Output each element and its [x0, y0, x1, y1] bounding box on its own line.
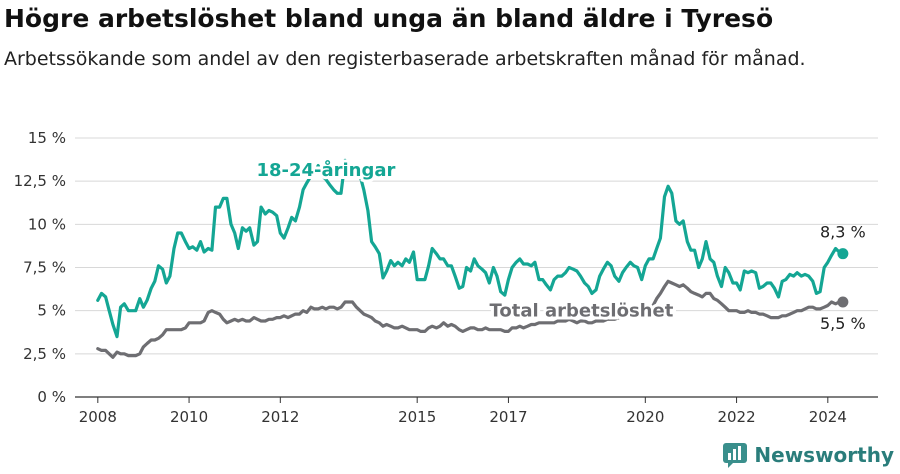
- series-label-1: Total arbetslöshet: [490, 301, 674, 322]
- series-label-0: 18-24-åringar: [256, 159, 395, 181]
- y-tick-label: 7,5 %: [23, 259, 66, 277]
- y-tick-label: 12,5 %: [14, 172, 66, 190]
- brand-logo: Newsworthy: [722, 442, 894, 468]
- y-tick-label: 2,5 %: [23, 345, 66, 363]
- x-tick-label: 2010: [170, 408, 208, 426]
- series-line-0: [96, 158, 845, 339]
- y-tick-label: 15 %: [28, 129, 66, 147]
- brand-name: Newsworthy: [754, 443, 894, 467]
- series-end-marker-0: [837, 248, 849, 260]
- chart-title: Högre arbetslöshet bland unga än bland ä…: [4, 4, 774, 33]
- newsworthy-logo-icon: [723, 443, 748, 468]
- series-end-label-0: 8,3 %: [820, 223, 866, 242]
- chart-subtitle: Arbetssökande som andel av den registerb…: [4, 48, 806, 70]
- x-tick-label: 2017: [489, 408, 527, 426]
- x-tick-label: 2020: [626, 408, 664, 426]
- x-tick-label: 2024: [809, 408, 847, 426]
- series-end-marker-1: [837, 296, 849, 308]
- x-tick-label: 2012: [261, 408, 299, 426]
- y-tick-label: 10 %: [28, 215, 66, 233]
- x-tick-label: 2015: [398, 408, 436, 426]
- series-line-1: [96, 279, 845, 359]
- x-tick-label: 2022: [717, 408, 755, 426]
- y-tick-label: 0 %: [37, 388, 66, 406]
- series-end-label-1: 5,5 %: [820, 314, 866, 333]
- y-tick-label: 5 %: [37, 302, 66, 320]
- x-tick-label: 2008: [79, 408, 117, 426]
